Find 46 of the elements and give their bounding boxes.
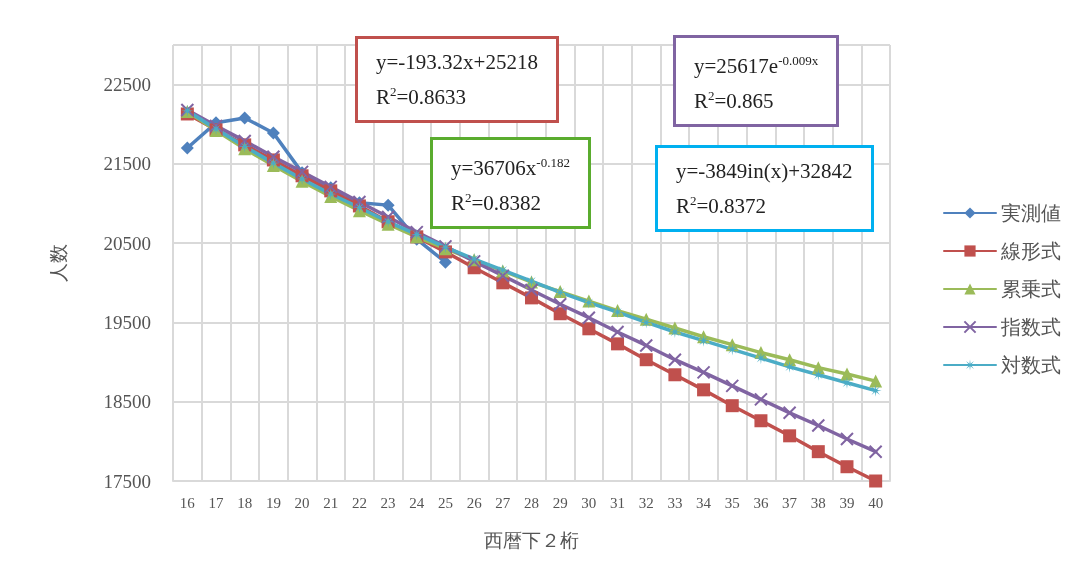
annotation: y=-3849in(x)+32842	[676, 158, 853, 185]
legend-label: 指数式	[1000, 316, 1061, 338]
legend-label: 線形式	[1000, 240, 1061, 262]
annotation: R$^{2}$=0.8382	[451, 189, 543, 217]
x-tick-label: 31	[610, 494, 626, 511]
annotation: y=25617e$^{-0.009x}$	[694, 52, 819, 80]
y-tick-label: 17500	[103, 470, 151, 492]
x-tick-label: 18	[237, 494, 253, 511]
y-tick-label: 21500	[103, 153, 151, 175]
x-tick-label: 40	[868, 494, 884, 511]
x-tick-label: 16	[179, 494, 196, 511]
x-tick-label: 17	[208, 494, 225, 511]
x-tick-label: 33	[667, 494, 683, 511]
x-axis-title: 西暦下２桁	[484, 530, 579, 551]
x-tick-label: 21	[323, 494, 339, 511]
x-tick-label: 27	[495, 494, 511, 511]
x-tick-label: 26	[466, 494, 483, 511]
legend-label: 対数式	[1001, 354, 1061, 376]
x-tick-label: 20	[294, 494, 310, 511]
x-tick-label: 32	[638, 494, 654, 511]
x-tick-label: 24	[409, 494, 425, 511]
x-tick-label: 30	[581, 494, 597, 511]
x-tick-label: 28	[524, 494, 539, 511]
y-tick-label: 20500	[103, 232, 151, 254]
x-tick-label: 35	[724, 494, 740, 511]
y-tick-label: 22500	[103, 74, 151, 96]
x-tick-label: 25	[437, 494, 453, 511]
annotation: y=-193.32x+25218	[376, 49, 538, 76]
annotation: R$^{2}$=0.865	[694, 87, 775, 115]
legend-label: 実測値	[1001, 202, 1061, 224]
annotation: R$^{2}$=0.8633	[376, 83, 468, 111]
x-tick-label: 29	[552, 494, 568, 511]
x-tick-label: 34	[696, 494, 712, 511]
annotation: y=36706x$^{-0.182}$	[451, 154, 570, 182]
x-tick-label: 38	[810, 494, 826, 511]
x-tick-label: 36	[753, 494, 769, 511]
x-tick-label: 39	[839, 494, 855, 511]
x-tick-label: 37	[782, 494, 798, 511]
legend-label: 累乗式	[1001, 278, 1061, 300]
y-tick-label: 18500	[103, 391, 151, 413]
x-tick-label: 19	[265, 494, 281, 511]
y-axis-title: 人数	[48, 244, 69, 282]
x-tick-label: 23	[380, 494, 396, 511]
annotation: R$^{2}$=0.8372	[676, 192, 768, 220]
x-tick-label: 22	[351, 494, 367, 511]
y-tick-label: 19500	[103, 311, 151, 333]
